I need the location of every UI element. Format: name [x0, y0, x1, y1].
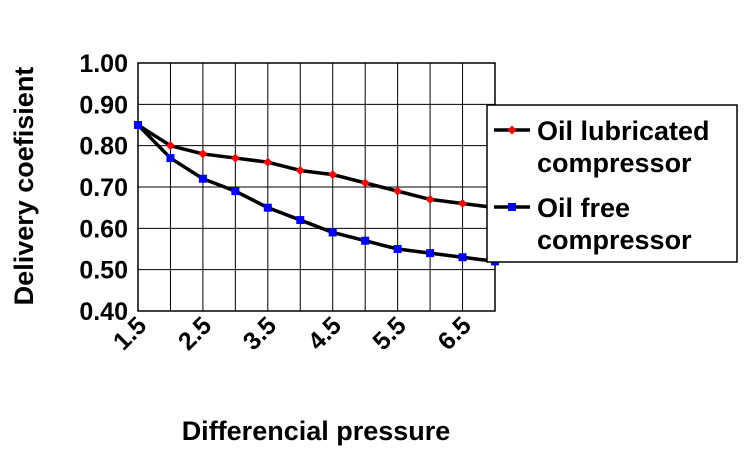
y-tick-label: 0.60	[79, 215, 128, 243]
y-tick-label: 0.80	[79, 133, 128, 161]
legend-label: Oil free	[537, 193, 630, 223]
data-point	[458, 253, 467, 262]
legend-marker	[507, 125, 517, 135]
legend-label: compressor	[537, 225, 692, 255]
data-point	[458, 199, 468, 209]
data-point	[165, 141, 175, 151]
data-point	[426, 249, 435, 258]
data-point	[393, 186, 403, 196]
series-oil-free	[134, 121, 499, 266]
data-point	[198, 174, 207, 183]
data-point	[425, 194, 435, 204]
data-point	[361, 236, 370, 245]
data-point	[263, 203, 272, 212]
data-point	[295, 165, 305, 175]
series-layer	[133, 120, 500, 266]
grid	[137, 62, 496, 312]
legend-label: Oil lubricated	[537, 116, 710, 146]
data-point	[230, 153, 240, 163]
y-axis-ticks: 1.00 0.90 0.80 0.70 0.60 0.50 0.40	[79, 50, 128, 326]
data-point	[166, 154, 175, 163]
legend-marker	[508, 203, 516, 211]
series-oil-lubricated	[133, 120, 500, 213]
y-tick-label: 0.70	[79, 174, 128, 202]
x-tick-label: 6.5	[432, 311, 476, 355]
x-tick-label: 4.5	[303, 311, 347, 355]
y-tick-label: 1.00	[79, 50, 128, 78]
series-line	[136, 123, 496, 264]
data-point	[231, 187, 240, 196]
x-tick-label: 3.5	[238, 311, 282, 355]
data-point	[393, 245, 402, 253]
y-axis-title: Delivery coefisient	[9, 67, 39, 306]
y-tick-label: 0.40	[79, 298, 128, 326]
x-tick-label: 5.5	[367, 311, 411, 355]
data-point	[296, 216, 305, 225]
series-line	[137, 123, 496, 210]
data-point	[134, 121, 142, 129]
data-point	[328, 170, 338, 180]
data-point	[360, 178, 370, 188]
x-tick-label: 2.5	[173, 311, 217, 355]
x-axis-title: Differencial pressure	[182, 416, 451, 446]
y-tick-label: 0.50	[79, 257, 128, 285]
data-point	[263, 157, 273, 167]
y-tick-label: 0.90	[79, 91, 128, 119]
x-axis-ticks: 1.5 2.5 3.5 4.5 5.5 6.5	[108, 311, 477, 355]
data-point	[198, 149, 208, 159]
data-point	[328, 228, 337, 237]
legend-label: compressor	[537, 148, 692, 178]
